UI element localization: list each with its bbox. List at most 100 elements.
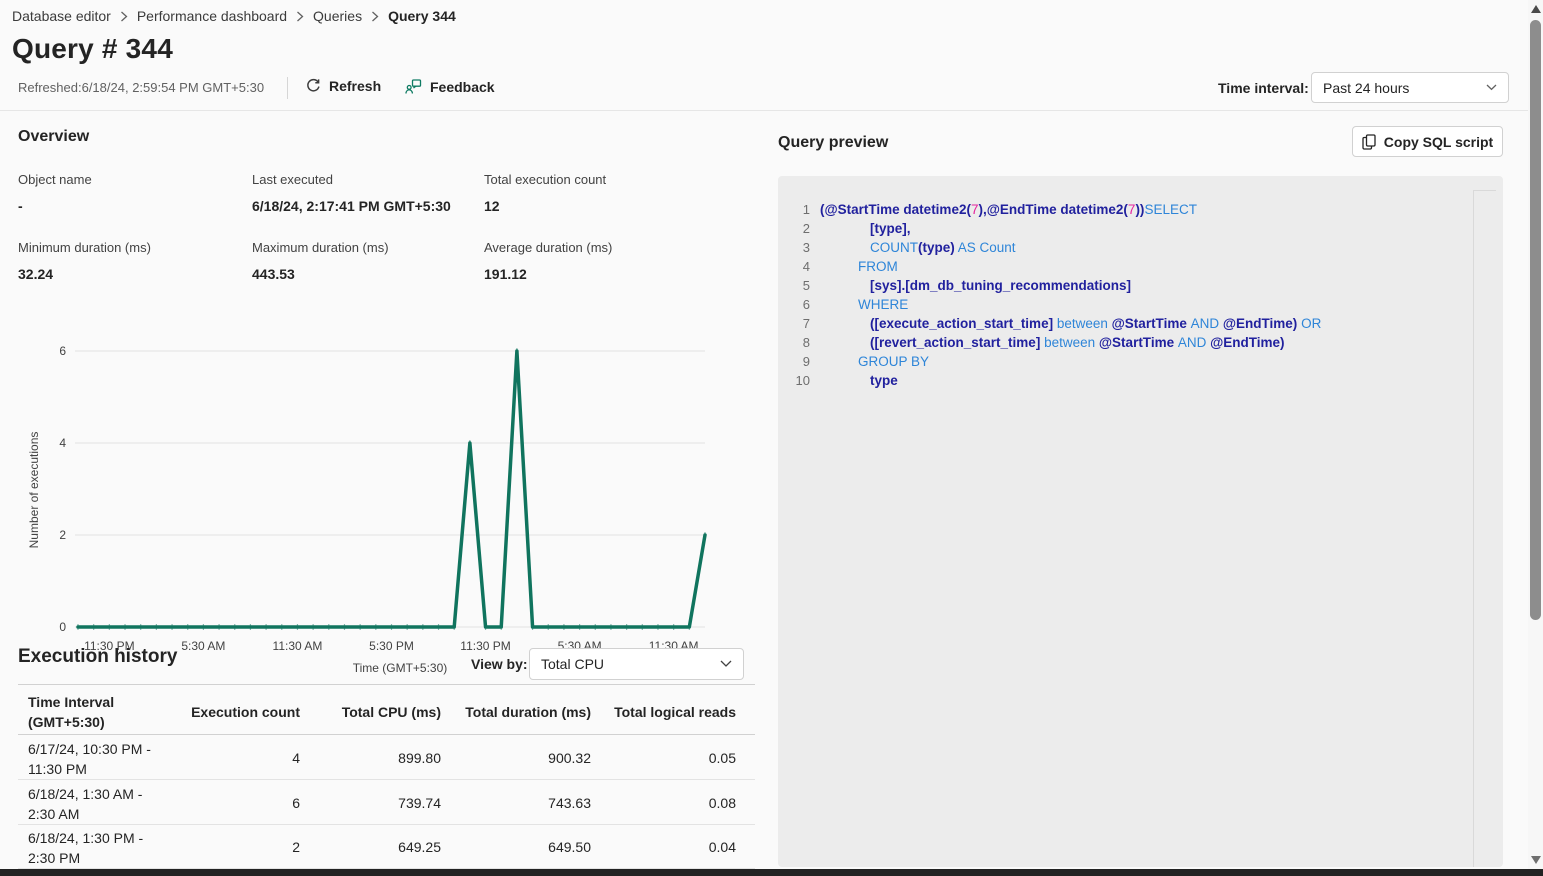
line-number: 5: [802, 278, 810, 293]
sql-token-blue: OR: [1301, 316, 1322, 331]
overview-field-value: 32.24: [18, 266, 54, 282]
copy-sql-label: Copy SQL script: [1383, 133, 1494, 150]
line-number: 6: [802, 297, 810, 312]
overview-field-label: Average duration (ms): [484, 240, 613, 255]
view-by-dropdown[interactable]: Total CPU: [529, 648, 744, 680]
cell-count: 2: [292, 839, 300, 855]
overview-field-value: 191.12: [484, 266, 527, 282]
cell-count: 6: [292, 794, 300, 811]
cell-count: 4: [292, 750, 300, 766]
overview-title: Overview: [18, 128, 90, 145]
col-header-4: Total duration (ms): [465, 704, 591, 720]
sql-token-navy: )): [1135, 202, 1145, 217]
sql-code-block[interactable]: 1 (@StartTime datetime2(7),@EndTime datet…: [778, 176, 1503, 867]
sql-token-blue: GROUP BY: [858, 354, 930, 369]
cell-duration: 649.50: [548, 839, 591, 855]
line-number: 4: [802, 259, 810, 274]
toolbar-divider: [287, 77, 288, 99]
breadcrumb-item-query-344: Query 344: [388, 8, 456, 24]
cell-interval-line2: 2:30 AM: [28, 805, 80, 822]
col-header-time-interval: Time Interval: [28, 694, 115, 710]
executions-chart: 0 2 4 6 11:30 PM 5:30 AM 11:30 AM 5:30 PM 11:30 …: [27, 344, 707, 675]
code-line: 7 ([execute_action_start_time] between @S…: [778, 316, 1503, 335]
cell-cpu: 899.80: [398, 750, 441, 766]
cell-cpu: 739.74: [398, 794, 441, 811]
feedback-button[interactable]: Feedback: [405, 78, 495, 95]
overview-field-label: Minimum duration (ms): [18, 240, 151, 255]
cell-duration: 900.32: [548, 750, 591, 766]
table-row[interactable]: 6/18/24, 1:30 AM - 2:30 AM 6 739.74 743.63 0.…: [18, 780, 755, 824]
svg-text:11:30 AM: 11:30 AM: [273, 639, 323, 653]
scroll-up-arrow-icon[interactable]: [1531, 5, 1541, 13]
table-row-border: [18, 779, 755, 780]
col-header-time-interval-2: (GMT+5:30): [28, 714, 105, 730]
code-line: 5 [sys].[dm_db_tuning_recommendations]: [778, 278, 1503, 297]
overview-field-value: 12: [484, 198, 500, 214]
overview-field-label: Maximum duration (ms): [252, 240, 389, 255]
view-by-value: Total CPU: [541, 656, 605, 672]
overview-field-label: Last executed: [252, 172, 333, 187]
time-interval-dropdown[interactable]: Past 24 hours: [1311, 72, 1509, 103]
execution-history-title: Execution history: [18, 646, 178, 667]
view-by-label: View by:: [471, 656, 528, 672]
code-text: (@StartTime datetime2(7),@EndTime dateti…: [820, 202, 1197, 217]
cell-interval-line2: 2:30 PM: [28, 850, 81, 866]
refreshed-timestamp: Refreshed:6/18/24, 2:59:54 PM GMT+5:30: [18, 80, 265, 95]
cell-reads: 0.08: [708, 794, 736, 811]
svg-text:5:30 AM: 5:30 AM: [181, 639, 225, 653]
feedback-icon: [405, 78, 422, 95]
scroll-down-arrow-icon[interactable]: [1531, 856, 1541, 864]
query-preview-title: Query preview: [778, 134, 889, 151]
overview-field-value: -: [18, 198, 23, 214]
svg-text:Number of executions: Number of executions: [27, 432, 41, 549]
breadcrumb-item-database-editor[interactable]: Database editor: [12, 8, 111, 24]
sql-token-blue: WHERE: [858, 297, 909, 312]
svg-text:4: 4: [59, 436, 66, 450]
sql-token-navy: ([revert_action_start_time]: [870, 335, 1045, 350]
code-line: 4 FROM: [778, 259, 1503, 278]
cell-cpu: 649.25: [398, 839, 441, 855]
vertical-scrollbar-thumb[interactable]: [1530, 20, 1541, 620]
code-line: 8 ([revert_action_start_time] between @St…: [778, 335, 1503, 354]
code-text: ([execute_action_start_time] between @St…: [820, 316, 1321, 331]
code-scrollbar-cap: [1473, 190, 1496, 191]
breadcrumb-item-performance-dashboard[interactable]: Performance dashboard: [136, 8, 288, 24]
sql-token-blue: FROM: [858, 259, 898, 274]
table-row[interactable]: 6/17/24, 10:30 PM - 11:30 PM 4 899.80 900.32…: [18, 735, 755, 779]
sql-token-navy: ),@EndTime datetime2(: [978, 202, 1128, 217]
code-line: 9 GROUP BY: [778, 354, 1503, 373]
sql-token-navy: @EndTime): [1222, 316, 1298, 331]
sql-token-blue: between: [1044, 335, 1096, 350]
breadcrumb-item-queries[interactable]: Queries: [313, 8, 363, 24]
horizontal-scrollbar[interactable]: [0, 869, 1543, 876]
cell-interval-line1: 6/17/24, 10:30 PM -: [28, 741, 151, 757]
table-row[interactable]: 6/18/24, 1:30 PM - 2:30 PM 2 649.25 649.50 0.…: [18, 824, 755, 868]
line-number: 10: [795, 373, 810, 388]
code-text: WHERE: [820, 297, 908, 312]
table-row-border: [18, 868, 755, 869]
cell-interval-line2: 11:30 PM: [28, 761, 87, 777]
chevron-right-icon: [296, 11, 304, 22]
cell-interval-line1: 6/18/24, 1:30 PM -: [28, 830, 144, 846]
copy-sql-button[interactable]: Copy SQL script: [1352, 126, 1503, 157]
sql-token-blue: SELECT: [1144, 202, 1197, 217]
feedback-label: Feedback: [430, 78, 495, 95]
code-line: 10 type: [778, 373, 1503, 392]
sql-token-navy: (type): [918, 240, 955, 255]
header-divider: [0, 110, 1528, 111]
svg-text:6: 6: [59, 344, 66, 358]
refresh-button[interactable]: Refresh: [305, 78, 381, 94]
overview-field-value: 443.53: [252, 266, 295, 282]
copy-icon: [1362, 133, 1376, 150]
sql-token-navy: @StartTime: [1098, 335, 1175, 350]
svg-text:0: 0: [59, 620, 66, 634]
svg-text:2: 2: [59, 528, 66, 542]
chevron-down-icon: [1486, 84, 1497, 91]
code-scrollbar-track[interactable]: [1473, 190, 1474, 867]
line-number: 3: [802, 240, 810, 255]
code-line: 3 COUNT(type) AS Count: [778, 240, 1503, 259]
code-text: GROUP BY: [820, 354, 929, 369]
code-text: [type],: [820, 221, 911, 236]
code-text: ([revert_action_start_time] between @Sta…: [820, 335, 1285, 350]
line-number: 7: [802, 316, 810, 331]
